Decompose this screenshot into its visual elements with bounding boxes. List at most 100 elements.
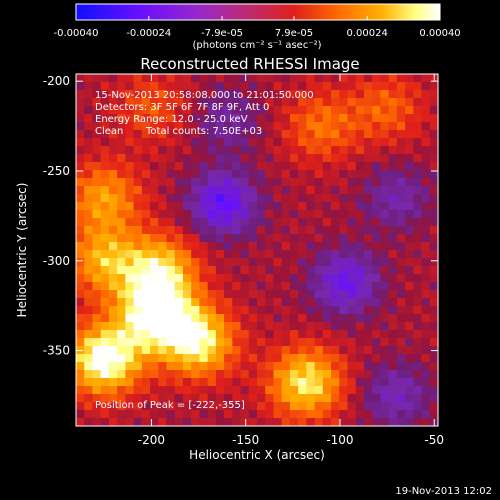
heatmap-cell xyxy=(215,330,225,339)
heatmap-cell xyxy=(158,122,168,131)
heatmap-cell xyxy=(380,114,390,123)
heatmap-cell xyxy=(396,162,406,171)
heatmap-cell xyxy=(388,234,398,243)
heatmap-cell xyxy=(108,154,118,163)
heatmap-cell xyxy=(413,138,423,147)
heatmap-cell xyxy=(117,186,126,195)
heatmap-cell xyxy=(388,74,398,83)
heatmap-cell xyxy=(306,378,316,387)
heatmap-cell xyxy=(396,394,406,403)
heatmap-cell xyxy=(421,226,431,235)
heatmap-cell xyxy=(199,194,209,203)
heatmap-cell xyxy=(273,82,283,91)
heatmap-cell xyxy=(380,162,390,171)
heatmap-cell xyxy=(133,210,143,219)
heatmap-cell xyxy=(314,82,324,91)
heatmap-cell xyxy=(372,418,382,427)
heatmap-cell xyxy=(232,418,242,427)
heatmap-cell xyxy=(240,274,250,283)
heatmap-cell xyxy=(100,98,110,107)
heatmap-cell xyxy=(429,114,439,123)
heatmap-cell xyxy=(117,210,126,219)
heatmap-cell xyxy=(421,146,431,155)
heatmap-cell xyxy=(158,322,168,331)
heatmap-cell xyxy=(314,394,324,403)
heatmap-cell xyxy=(215,266,225,275)
heatmap-cell xyxy=(289,138,299,147)
heatmap-cell xyxy=(322,322,332,331)
heatmap-cell xyxy=(100,242,110,251)
heatmap-cell xyxy=(347,282,357,291)
heatmap-cell xyxy=(347,242,357,251)
heatmap-cell xyxy=(281,122,291,131)
heatmap-cell xyxy=(396,266,406,275)
heatmap-cell xyxy=(108,410,118,419)
heatmap-cell xyxy=(306,202,316,211)
heatmap-cell xyxy=(76,314,85,323)
heatmap-cell xyxy=(150,146,159,155)
heatmap-cell xyxy=(265,154,275,163)
heatmap-cell xyxy=(199,346,209,355)
heatmap-cell xyxy=(199,146,209,155)
heatmap-cell xyxy=(150,418,159,427)
heatmap-cell xyxy=(331,282,340,291)
heatmap-cell xyxy=(281,258,291,267)
heatmap-cell xyxy=(215,234,225,243)
heatmap-cell xyxy=(125,258,135,267)
heatmap-cell xyxy=(265,178,275,187)
heatmap-cell xyxy=(322,330,332,339)
heatmap-cell xyxy=(289,130,299,139)
heatmap-cell xyxy=(380,370,390,379)
heatmap-cell xyxy=(273,154,283,163)
heatmap-cell xyxy=(166,178,176,187)
heatmap-cell xyxy=(150,170,159,179)
heatmap-cell xyxy=(257,210,266,219)
heatmap-cell xyxy=(182,122,192,131)
heatmap-cell xyxy=(322,370,332,379)
heatmap-cell xyxy=(322,274,332,283)
heatmap-cell xyxy=(388,258,398,267)
heatmap-cell xyxy=(265,410,275,419)
heatmap-cell xyxy=(166,298,176,307)
heatmap-cell xyxy=(141,170,151,179)
heatmap-cell xyxy=(84,338,94,347)
heatmap-cell xyxy=(298,314,307,323)
heatmap-cell xyxy=(248,346,258,355)
heatmap-cell xyxy=(133,338,143,347)
heatmap-cell xyxy=(388,250,398,259)
heatmap-cell xyxy=(306,194,316,203)
heatmap-cell xyxy=(174,90,184,99)
heatmap-cell xyxy=(240,418,250,427)
heatmap-cell xyxy=(372,218,382,227)
heatmap-cell xyxy=(174,314,184,323)
heatmap-cell xyxy=(388,122,398,131)
heatmap-cell xyxy=(306,298,316,307)
heatmap-cell xyxy=(108,138,118,147)
heatmap-cell xyxy=(108,194,118,203)
heatmap-cell xyxy=(191,114,201,123)
heatmap-cell xyxy=(306,402,316,411)
heatmap-cell xyxy=(248,258,258,267)
heatmap-cell xyxy=(405,266,414,275)
heatmap-cell xyxy=(413,74,423,83)
heatmap-cell xyxy=(100,330,110,339)
heatmap-cell xyxy=(248,298,258,307)
heatmap-cell xyxy=(76,410,85,419)
heatmap-cell xyxy=(347,202,357,211)
heatmap-cell xyxy=(331,130,340,139)
heatmap-cell xyxy=(396,410,406,419)
heatmap-cell xyxy=(182,98,192,107)
heatmap-cell xyxy=(396,178,406,187)
heatmap-cell xyxy=(150,370,159,379)
heatmap-cell xyxy=(331,154,340,163)
heatmap-cell xyxy=(224,274,233,283)
heatmap-cell xyxy=(380,194,390,203)
heatmap-cell xyxy=(191,282,201,291)
heatmap-cell xyxy=(232,162,242,171)
heatmap-cell xyxy=(191,122,201,131)
heatmap-cell xyxy=(199,354,209,363)
heatmap-cell xyxy=(84,186,94,195)
heatmap-cell xyxy=(429,146,439,155)
heatmap-cell xyxy=(331,82,340,91)
heatmap-cell xyxy=(396,210,406,219)
